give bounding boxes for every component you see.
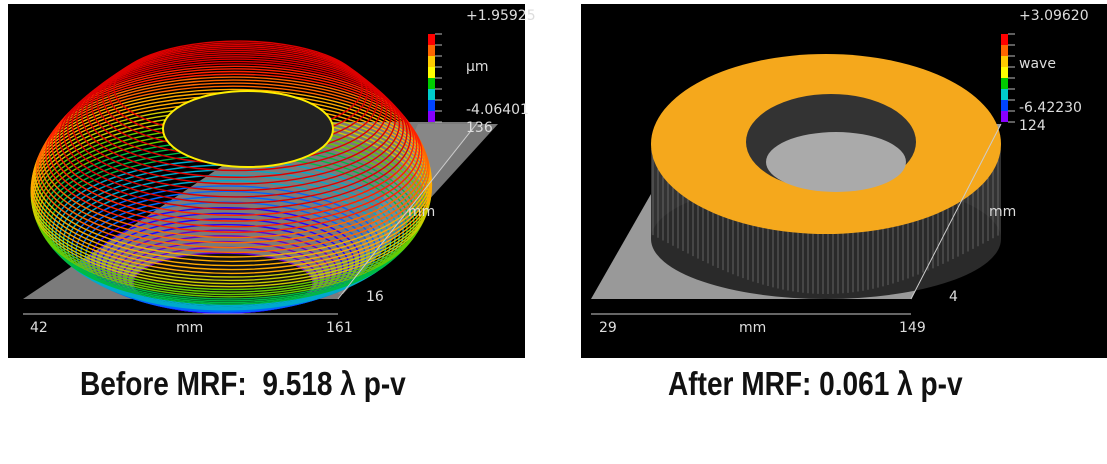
after-surface	[591, 33, 1015, 315]
torus-contours	[30, 40, 433, 314]
x-axis-max: 149	[899, 320, 926, 336]
colorbar-segment	[428, 100, 435, 111]
colorbar-unit: μm	[466, 59, 489, 75]
contour-line	[76, 53, 396, 185]
before-caption: Before MRF: 9.518 λ p-v	[80, 365, 406, 402]
y-axis-line	[910, 123, 1002, 300]
contour-line	[34, 88, 431, 258]
colorbar	[1001, 33, 1015, 123]
colorbar-min: -4.06401	[466, 102, 529, 118]
colorbar-segment	[428, 89, 435, 100]
y-axis-max: 124	[1019, 118, 1046, 134]
contour-line	[39, 79, 427, 244]
colorbar-max: +1.95925	[466, 8, 536, 24]
x-axis-min: 29	[599, 320, 617, 336]
colorbar-segment	[1001, 45, 1008, 56]
contour-line	[67, 58, 404, 198]
y-axis-min: 4	[949, 289, 958, 305]
contour-line	[45, 73, 423, 233]
torus-inner-hole	[162, 90, 334, 168]
contour-line	[42, 76, 425, 239]
colorbar-segment	[428, 78, 435, 89]
y-axis-min: 16	[366, 289, 384, 305]
y-axis-max: 136	[466, 120, 493, 136]
contour-line	[35, 85, 430, 254]
hole-floor	[766, 132, 906, 192]
colorbar-segment	[428, 67, 435, 78]
before-surface	[23, 33, 498, 315]
before-mrf-plot: +1.95925 μm -4.06401 136 mm 16 42 mm 161	[8, 4, 536, 358]
contour-line	[54, 65, 415, 216]
contour-line	[37, 82, 429, 249]
after-caption: After MRF: 0.061 λ p-v	[668, 365, 963, 402]
after-mrf-plot: +3.09620 wave -6.42230 124 mm 4 29 mm 14…	[581, 4, 1107, 358]
colorbar	[428, 33, 442, 123]
x-axis-label: mm	[739, 320, 767, 336]
colorbar-segment	[428, 45, 435, 56]
colorbar-segment	[1001, 111, 1008, 122]
colorbar-segment	[428, 111, 435, 122]
colorbar-segment	[1001, 56, 1008, 67]
x-axis-max: 161	[326, 320, 353, 336]
colorbar-segment	[428, 56, 435, 67]
colorbar-segment	[1001, 89, 1008, 100]
colorbar-segment	[428, 34, 435, 45]
colorbar-segment	[1001, 34, 1008, 45]
x-axis-min: 42	[30, 320, 48, 336]
colorbar-segment	[1001, 100, 1008, 111]
contour-line	[80, 51, 392, 178]
colorbar-segment	[1001, 67, 1008, 78]
contour-line	[62, 60, 408, 204]
y-axis-label: mm	[989, 204, 1017, 220]
contour-line	[51, 68, 418, 222]
contour-line	[71, 56, 401, 192]
colorbar-max: +3.09620	[1019, 8, 1089, 24]
colorbar-unit: wave	[1019, 56, 1056, 72]
y-axis-label: mm	[408, 204, 436, 220]
contour-line	[58, 63, 412, 211]
contour-line	[86, 49, 388, 172]
y-axis-line	[337, 121, 479, 300]
contour-line	[48, 70, 421, 228]
x-axis-label: mm	[176, 320, 204, 336]
colorbar-segment	[1001, 78, 1008, 89]
colorbar-min: -6.42230	[1019, 100, 1082, 116]
